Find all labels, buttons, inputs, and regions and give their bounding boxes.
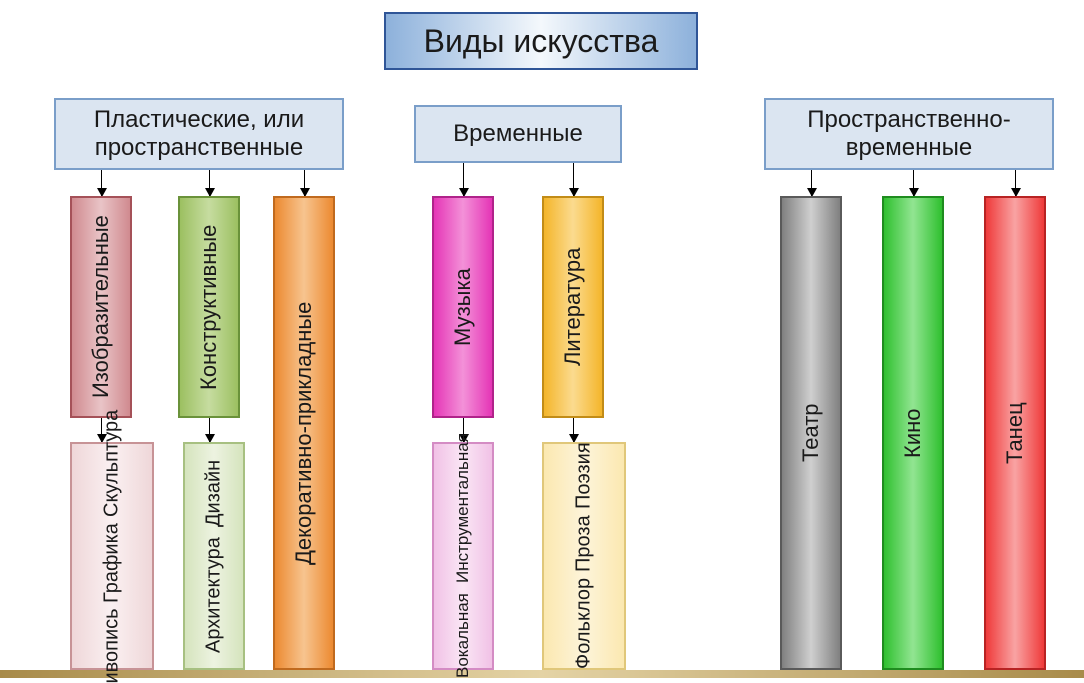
column-label: Литература (560, 248, 586, 366)
column-box: Музыка (432, 196, 494, 418)
child-line: Живопись (101, 609, 124, 683)
arrow-icon (913, 170, 914, 196)
child-line: Вокальная (453, 593, 473, 678)
child-line: Проза (573, 515, 596, 572)
arrow-icon (463, 163, 464, 196)
column-label: Музыка (450, 268, 476, 346)
footer-divider (0, 670, 1084, 678)
column-label: Изобразительные (88, 216, 114, 399)
column-box: Конструктивные (178, 196, 240, 418)
column-label: Театр (798, 404, 824, 463)
child-box: ЖивописьГрафикаСкульптура (70, 442, 154, 670)
diagram-title-text: Виды искусства (424, 23, 659, 60)
category-box: Пластические, или пространственные (54, 98, 344, 170)
child-line: Инструментальная (453, 434, 473, 584)
arrow-icon (573, 163, 574, 196)
child-lines: Живопись Графика Скульптура (101, 410, 124, 683)
diagram-title: Виды искусства (384, 12, 698, 70)
arrow-icon (304, 170, 305, 196)
column-label: Кино (900, 408, 926, 458)
category-label: Пластические, или пространственные (94, 106, 304, 161)
category-box: Временные (414, 105, 622, 163)
arrow-icon (811, 170, 812, 196)
child-box: Архитектура Дизайн (183, 442, 245, 670)
category-label: Временные (453, 120, 583, 148)
child-lines: Вокальная Инструментальная (453, 434, 473, 679)
diagram-stage: Виды искусства Пластические, или простра… (0, 0, 1084, 683)
column-box: Кино (882, 196, 944, 670)
category-box: Пространственно- временные (764, 98, 1054, 170)
column-box: Изобразительные (70, 196, 132, 418)
column-label: Декоративно-прикладные (291, 301, 317, 564)
column-box: Театр (780, 196, 842, 670)
arrow-icon (1015, 170, 1016, 196)
arrow-icon (573, 418, 574, 442)
column-label: Конструктивные (196, 224, 222, 389)
child-box: Фольклор Проза Поэзия (542, 442, 626, 670)
arrow-icon (101, 170, 102, 196)
category-label: Пространственно- временные (807, 106, 1011, 161)
child-line: Графика (101, 523, 124, 603)
child-line: Фольклор (573, 578, 596, 669)
arrow-icon (209, 418, 210, 442)
child-box: ВокальнаяИнструментальная (432, 442, 494, 670)
column-box: Литература (542, 196, 604, 418)
arrow-icon (209, 170, 210, 196)
child-lines: Фольклор Проза Поэзия (573, 443, 596, 669)
child-line: Дизайн (203, 459, 226, 526)
column-box: Декоративно-прикладные (273, 196, 335, 670)
child-lines: Архитектура Дизайн (203, 459, 226, 652)
child-line: Архитектура (203, 537, 226, 653)
child-line: Скульптура (101, 410, 124, 517)
column-label: Танец (1002, 402, 1028, 464)
column-box: Танец (984, 196, 1046, 670)
child-line: Поэзия (573, 443, 596, 510)
